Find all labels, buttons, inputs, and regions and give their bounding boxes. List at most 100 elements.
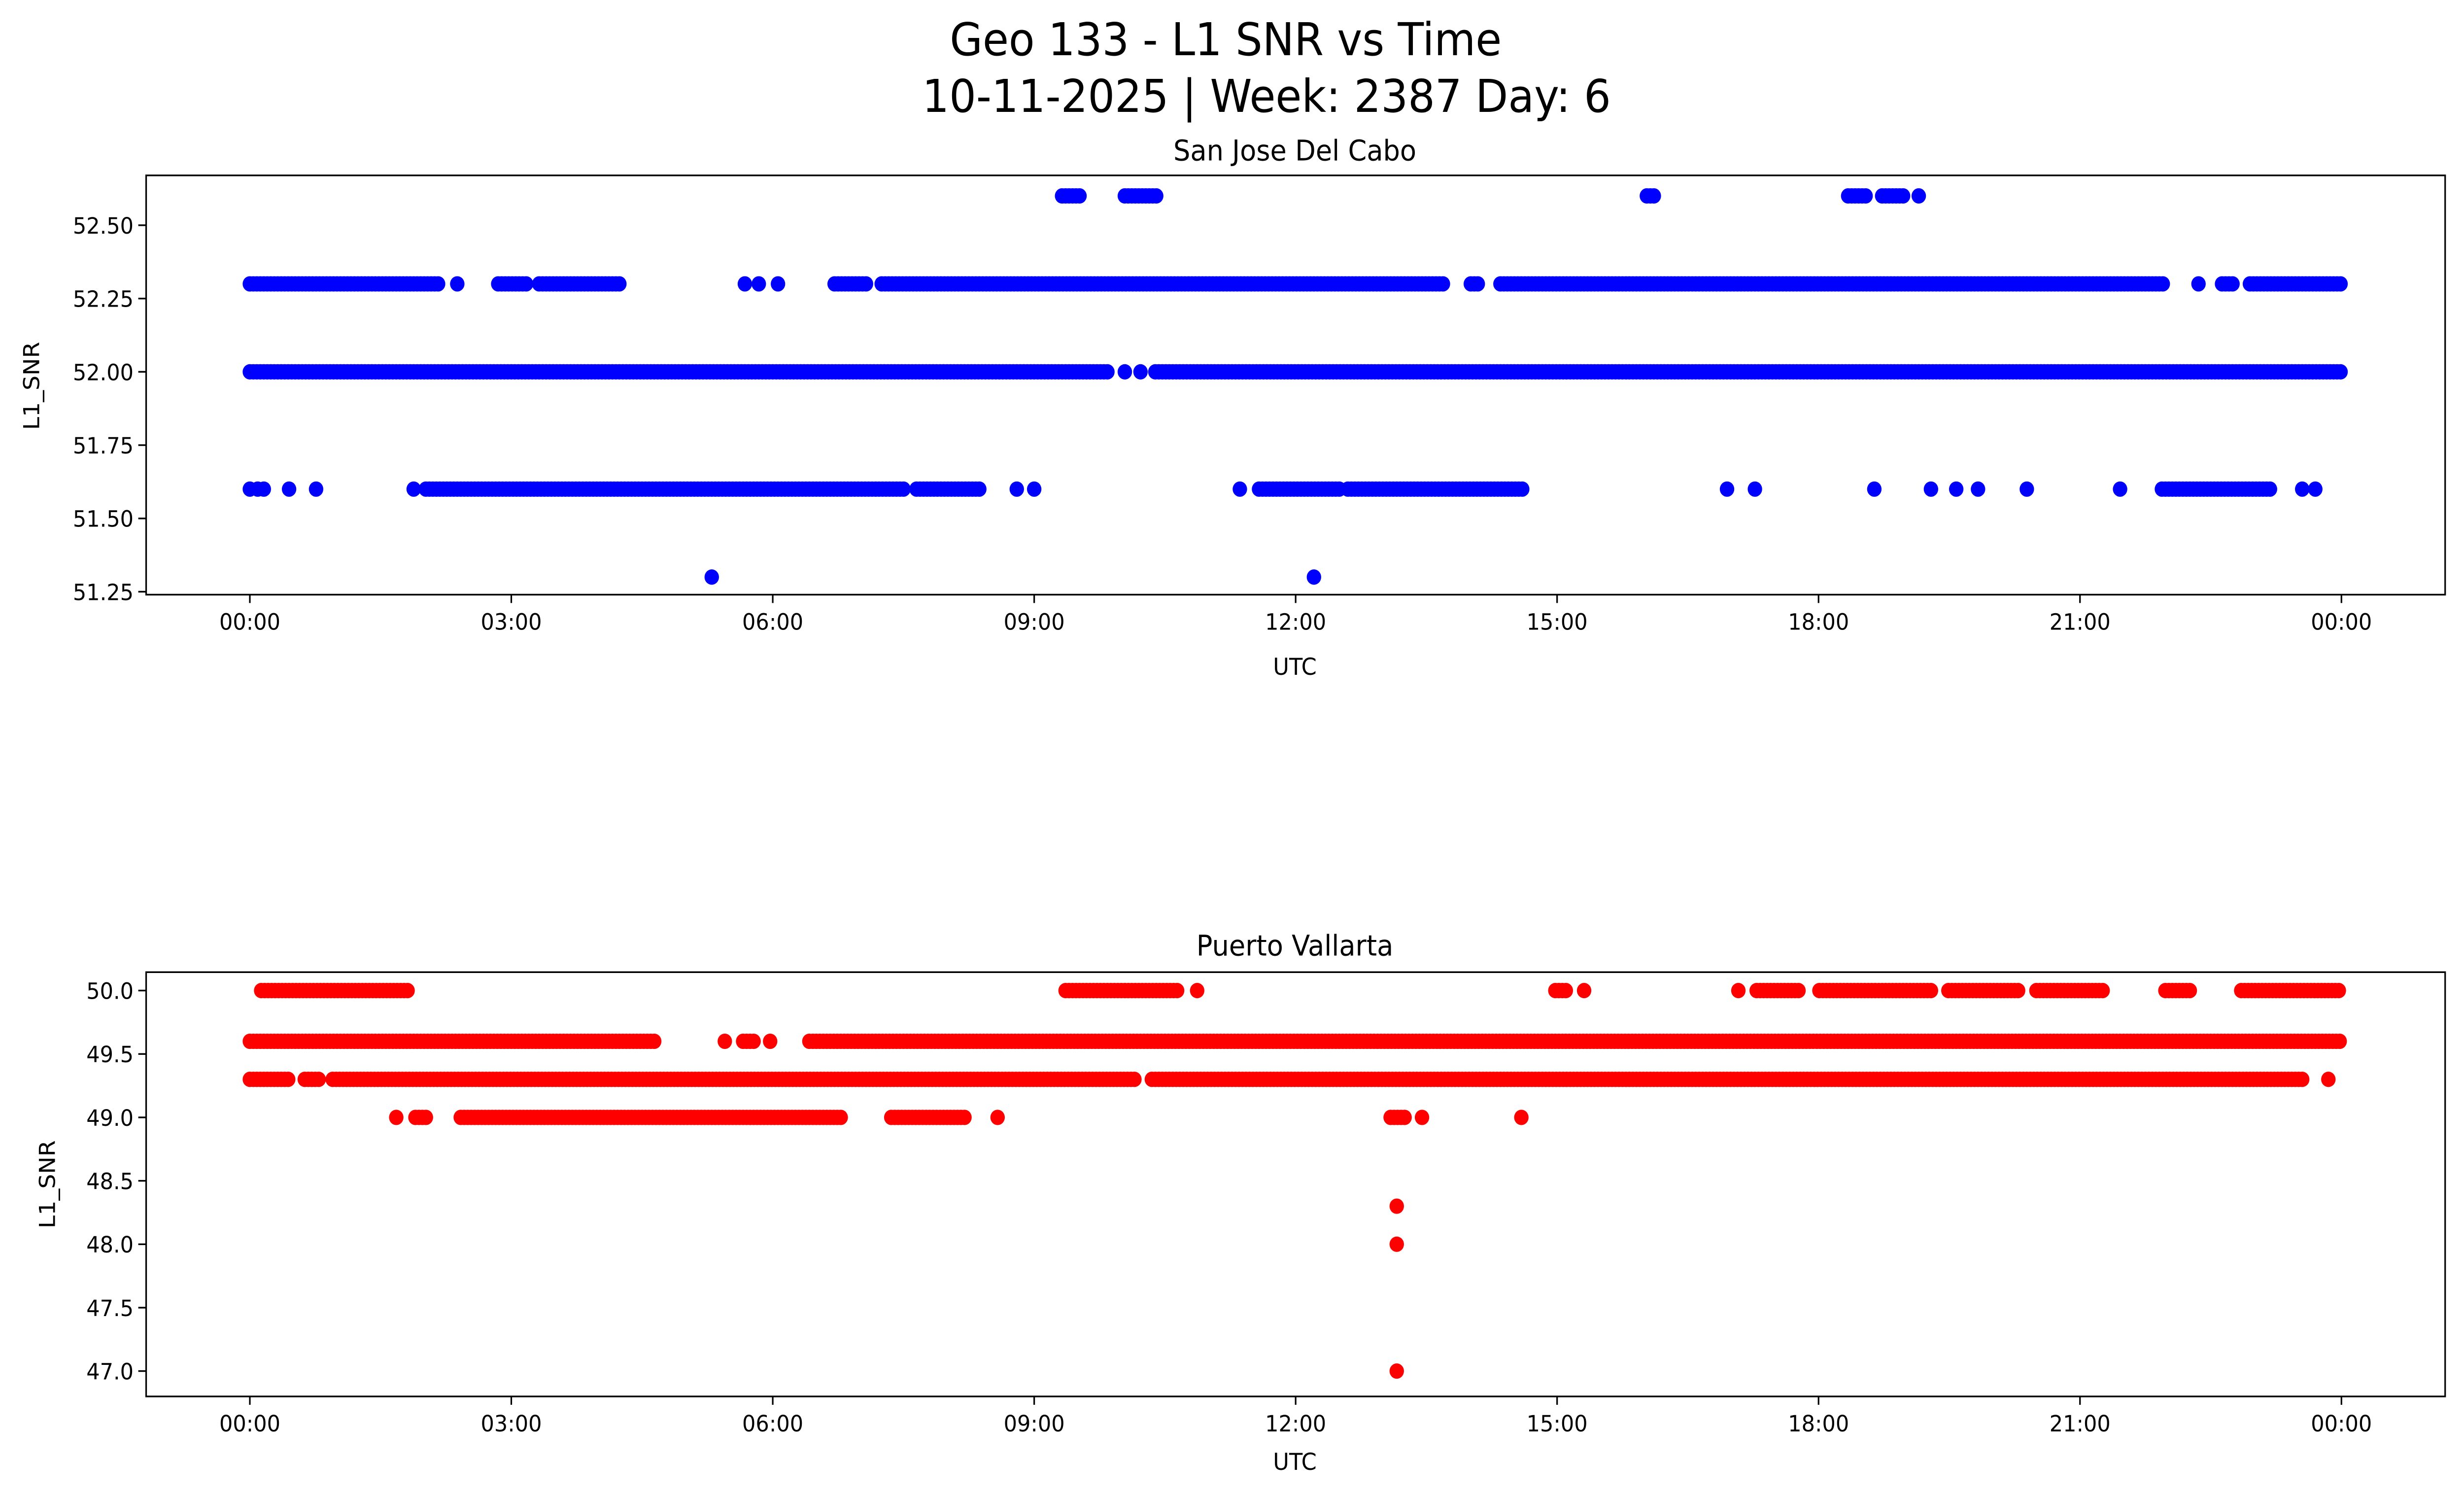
- data-point: [1576, 983, 1592, 999]
- x-tick-label: 21:00: [2050, 609, 2111, 635]
- panel-puerto-vallarta: Puerto Vallarta UTC L1_SNR 00:00 03:00 06:…: [34, 930, 2446, 1476]
- data-point: [2332, 1033, 2347, 1049]
- data-point: [2295, 1072, 2310, 1087]
- x-tick-label: 03:00: [481, 609, 542, 635]
- data-point: [1232, 481, 1247, 497]
- data-point: [612, 276, 627, 292]
- data-point: [1117, 364, 1132, 380]
- data-point: [1971, 481, 1985, 497]
- data-point: [518, 276, 534, 292]
- data-point: [1791, 983, 1806, 999]
- y-tick-label: 51.25: [73, 580, 134, 606]
- x-tick-label: 00:00: [219, 1411, 280, 1437]
- data-point: [1747, 481, 1762, 497]
- scatter-points: [242, 188, 2348, 585]
- x-tick-label: 09:00: [1004, 609, 1065, 635]
- y-tick-label: 47.0: [86, 1359, 134, 1385]
- data-point: [763, 1033, 778, 1049]
- data-point: [704, 569, 719, 585]
- y-tick-label: 49.0: [86, 1106, 134, 1132]
- data-point: [746, 1033, 761, 1049]
- data-point: [1867, 481, 1882, 497]
- x-tick-label: 18:00: [1788, 609, 1849, 635]
- x-tick-label: 12:00: [1265, 1411, 1326, 1437]
- data-point: [1731, 983, 1746, 999]
- data-point: [389, 1110, 404, 1125]
- panel-title: Puerto Vallarta: [1197, 930, 1393, 963]
- data-point: [2331, 983, 2346, 999]
- x-tick-label: 00:00: [219, 609, 280, 635]
- data-point: [2321, 1072, 2336, 1087]
- y-tick-label: 48.5: [86, 1169, 134, 1195]
- y-tick-label: 52.00: [73, 360, 134, 386]
- data-point: [957, 1110, 972, 1125]
- data-point: [1858, 188, 1873, 204]
- data-point: [1558, 983, 1574, 999]
- data-point: [1389, 1198, 1404, 1214]
- data-point: [833, 1110, 848, 1125]
- data-point: [2156, 276, 2170, 292]
- data-point: [406, 481, 421, 497]
- x-tick-label: 12:00: [1265, 609, 1326, 635]
- data-point: [718, 1033, 732, 1049]
- data-point: [1719, 481, 1735, 497]
- data-point: [418, 1110, 433, 1125]
- x-tick-label: 15:00: [1527, 1411, 1588, 1437]
- data-point: [1896, 188, 1911, 204]
- data-point: [2225, 276, 2240, 292]
- data-point: [2019, 481, 2034, 497]
- data-point: [858, 276, 873, 292]
- y-tick-label: 52.50: [73, 213, 134, 240]
- x-tick-label: 00:00: [2311, 1411, 2372, 1437]
- data-point: [400, 983, 415, 999]
- data-point: [1397, 1110, 1412, 1125]
- axes-frame: [145, 174, 2446, 596]
- x-axis-label: UTC: [1273, 653, 1316, 681]
- data-point: [1306, 569, 1321, 585]
- data-point: [896, 481, 911, 497]
- data-point: [1911, 188, 1926, 204]
- data-point: [972, 481, 987, 497]
- data-point: [752, 276, 766, 292]
- x-tick-label: 06:00: [742, 609, 803, 635]
- data-point: [1923, 481, 1939, 497]
- data-point: [647, 1033, 662, 1049]
- panel-title: San Jose Del Cabo: [1173, 135, 1416, 168]
- x-tick-label: 00:00: [2311, 609, 2372, 635]
- data-point: [2333, 364, 2348, 380]
- data-point: [2262, 481, 2277, 497]
- data-point: [2333, 276, 2348, 292]
- data-point: [2113, 481, 2127, 497]
- x-axis-label: UTC: [1273, 1448, 1316, 1476]
- data-point: [281, 481, 297, 497]
- data-point: [1389, 1363, 1404, 1379]
- data-point: [450, 276, 465, 292]
- y-tick-label: 51.50: [73, 507, 134, 533]
- data-point: [431, 276, 445, 292]
- data-point: [2011, 983, 2025, 999]
- data-point: [1169, 983, 1185, 999]
- chart-subtitle: 10-11-2025 | Week: 2387 Day: 6: [922, 70, 1611, 123]
- data-point: [2295, 481, 2310, 497]
- data-point: [281, 1072, 296, 1087]
- data-point: [1923, 983, 1939, 999]
- data-point: [1514, 1110, 1529, 1125]
- x-tick-label: 06:00: [742, 1411, 803, 1437]
- y-tick-label: 47.5: [86, 1296, 134, 1322]
- y-tick-label: 51.75: [73, 433, 134, 459]
- x-tick-label: 03:00: [481, 1411, 542, 1437]
- data-point: [1436, 276, 1450, 292]
- data-point: [1646, 188, 1661, 204]
- x-tick-label: 15:00: [1527, 609, 1588, 635]
- data-point: [771, 276, 786, 292]
- data-point: [990, 1110, 1005, 1125]
- data-point: [1127, 1072, 1142, 1087]
- y-axis-label: L1_SNR: [19, 342, 44, 430]
- data-point: [308, 481, 324, 497]
- chart-title: Geo 133 - L1 SNR vs Time: [950, 13, 1502, 66]
- data-point: [1389, 1236, 1404, 1252]
- data-point: [1515, 481, 1530, 497]
- y-tick-label: 52.25: [73, 286, 134, 313]
- data-point: [2308, 481, 2323, 497]
